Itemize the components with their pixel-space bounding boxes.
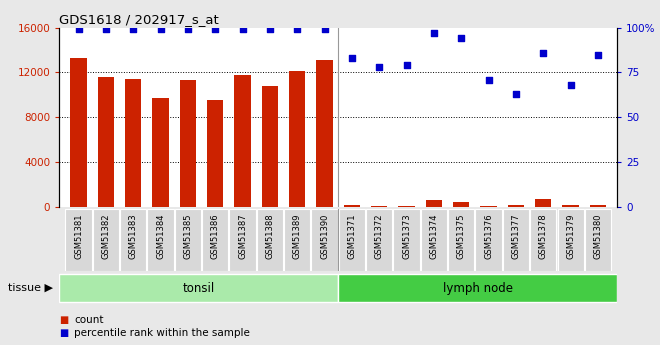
Text: GSM51375: GSM51375: [457, 214, 466, 259]
Point: [346, 55, 357, 61]
FancyBboxPatch shape: [585, 209, 611, 271]
Text: GSM51385: GSM51385: [183, 214, 192, 259]
Point: [265, 27, 275, 32]
Text: tonsil: tonsil: [183, 282, 215, 295]
Text: GSM51371: GSM51371: [347, 214, 356, 259]
FancyBboxPatch shape: [312, 209, 338, 271]
Bar: [535, 199, 552, 207]
Text: count: count: [74, 315, 104, 325]
FancyBboxPatch shape: [175, 209, 201, 271]
FancyBboxPatch shape: [366, 209, 393, 271]
FancyBboxPatch shape: [93, 209, 119, 271]
Bar: [426, 200, 442, 207]
Point: [511, 91, 521, 97]
Text: ■: ■: [59, 328, 69, 338]
Bar: [316, 60, 333, 207]
Point: [593, 52, 603, 57]
Text: GSM51377: GSM51377: [512, 214, 521, 259]
FancyBboxPatch shape: [339, 209, 365, 271]
Point: [292, 27, 302, 32]
Bar: [344, 205, 360, 207]
Point: [73, 27, 84, 32]
Text: GSM51380: GSM51380: [593, 214, 603, 259]
Text: GSM51373: GSM51373: [402, 214, 411, 259]
Bar: [180, 80, 196, 207]
Bar: [71, 58, 86, 207]
FancyBboxPatch shape: [147, 209, 174, 271]
Bar: [338, 274, 617, 302]
Point: [100, 27, 111, 32]
Text: GSM51384: GSM51384: [156, 214, 165, 259]
Text: GSM51390: GSM51390: [320, 214, 329, 259]
Text: GDS1618 / 202917_s_at: GDS1618 / 202917_s_at: [59, 13, 219, 27]
FancyBboxPatch shape: [558, 209, 583, 271]
FancyBboxPatch shape: [421, 209, 447, 271]
Bar: [125, 79, 141, 207]
Bar: [480, 206, 497, 207]
Point: [483, 77, 494, 82]
Text: GSM51374: GSM51374: [430, 214, 438, 259]
Bar: [262, 86, 278, 207]
Bar: [98, 77, 114, 207]
Point: [183, 27, 193, 32]
Bar: [508, 205, 524, 207]
Point: [401, 62, 412, 68]
Text: GSM51387: GSM51387: [238, 214, 247, 259]
FancyBboxPatch shape: [120, 209, 147, 271]
Point: [456, 36, 467, 41]
Bar: [590, 205, 606, 207]
FancyBboxPatch shape: [475, 209, 502, 271]
FancyBboxPatch shape: [230, 209, 255, 271]
Bar: [399, 206, 414, 207]
Point: [566, 82, 576, 88]
Point: [238, 27, 248, 32]
Text: GSM51386: GSM51386: [211, 214, 220, 259]
Bar: [207, 100, 224, 207]
Text: percentile rank within the sample: percentile rank within the sample: [74, 328, 249, 338]
FancyBboxPatch shape: [503, 209, 529, 271]
Bar: [562, 205, 579, 207]
Text: GSM51378: GSM51378: [539, 214, 548, 259]
Point: [210, 27, 220, 32]
Text: GSM51383: GSM51383: [129, 214, 138, 259]
FancyBboxPatch shape: [530, 209, 556, 271]
FancyBboxPatch shape: [65, 209, 92, 271]
Point: [319, 27, 330, 32]
Text: GSM51381: GSM51381: [74, 214, 83, 259]
Text: tissue ▶: tissue ▶: [8, 283, 53, 293]
Text: lymph node: lymph node: [443, 282, 513, 295]
Bar: [289, 71, 306, 207]
Point: [128, 27, 139, 32]
Point: [374, 64, 385, 70]
Point: [155, 27, 166, 32]
Bar: [152, 98, 169, 207]
Bar: [371, 206, 387, 207]
Bar: [59, 274, 338, 302]
Point: [538, 50, 548, 56]
Text: GSM51379: GSM51379: [566, 214, 575, 259]
Text: GSM51376: GSM51376: [484, 214, 493, 259]
Text: GSM51388: GSM51388: [265, 214, 275, 259]
Text: GSM51382: GSM51382: [102, 214, 110, 259]
Point: [428, 30, 439, 36]
FancyBboxPatch shape: [393, 209, 420, 271]
FancyBboxPatch shape: [257, 209, 283, 271]
Text: GSM51389: GSM51389: [293, 214, 302, 259]
FancyBboxPatch shape: [448, 209, 475, 271]
Text: GSM51372: GSM51372: [375, 214, 383, 259]
Text: ■: ■: [59, 315, 69, 325]
Bar: [453, 202, 469, 207]
Bar: [234, 75, 251, 207]
FancyBboxPatch shape: [202, 209, 228, 271]
FancyBboxPatch shape: [284, 209, 310, 271]
